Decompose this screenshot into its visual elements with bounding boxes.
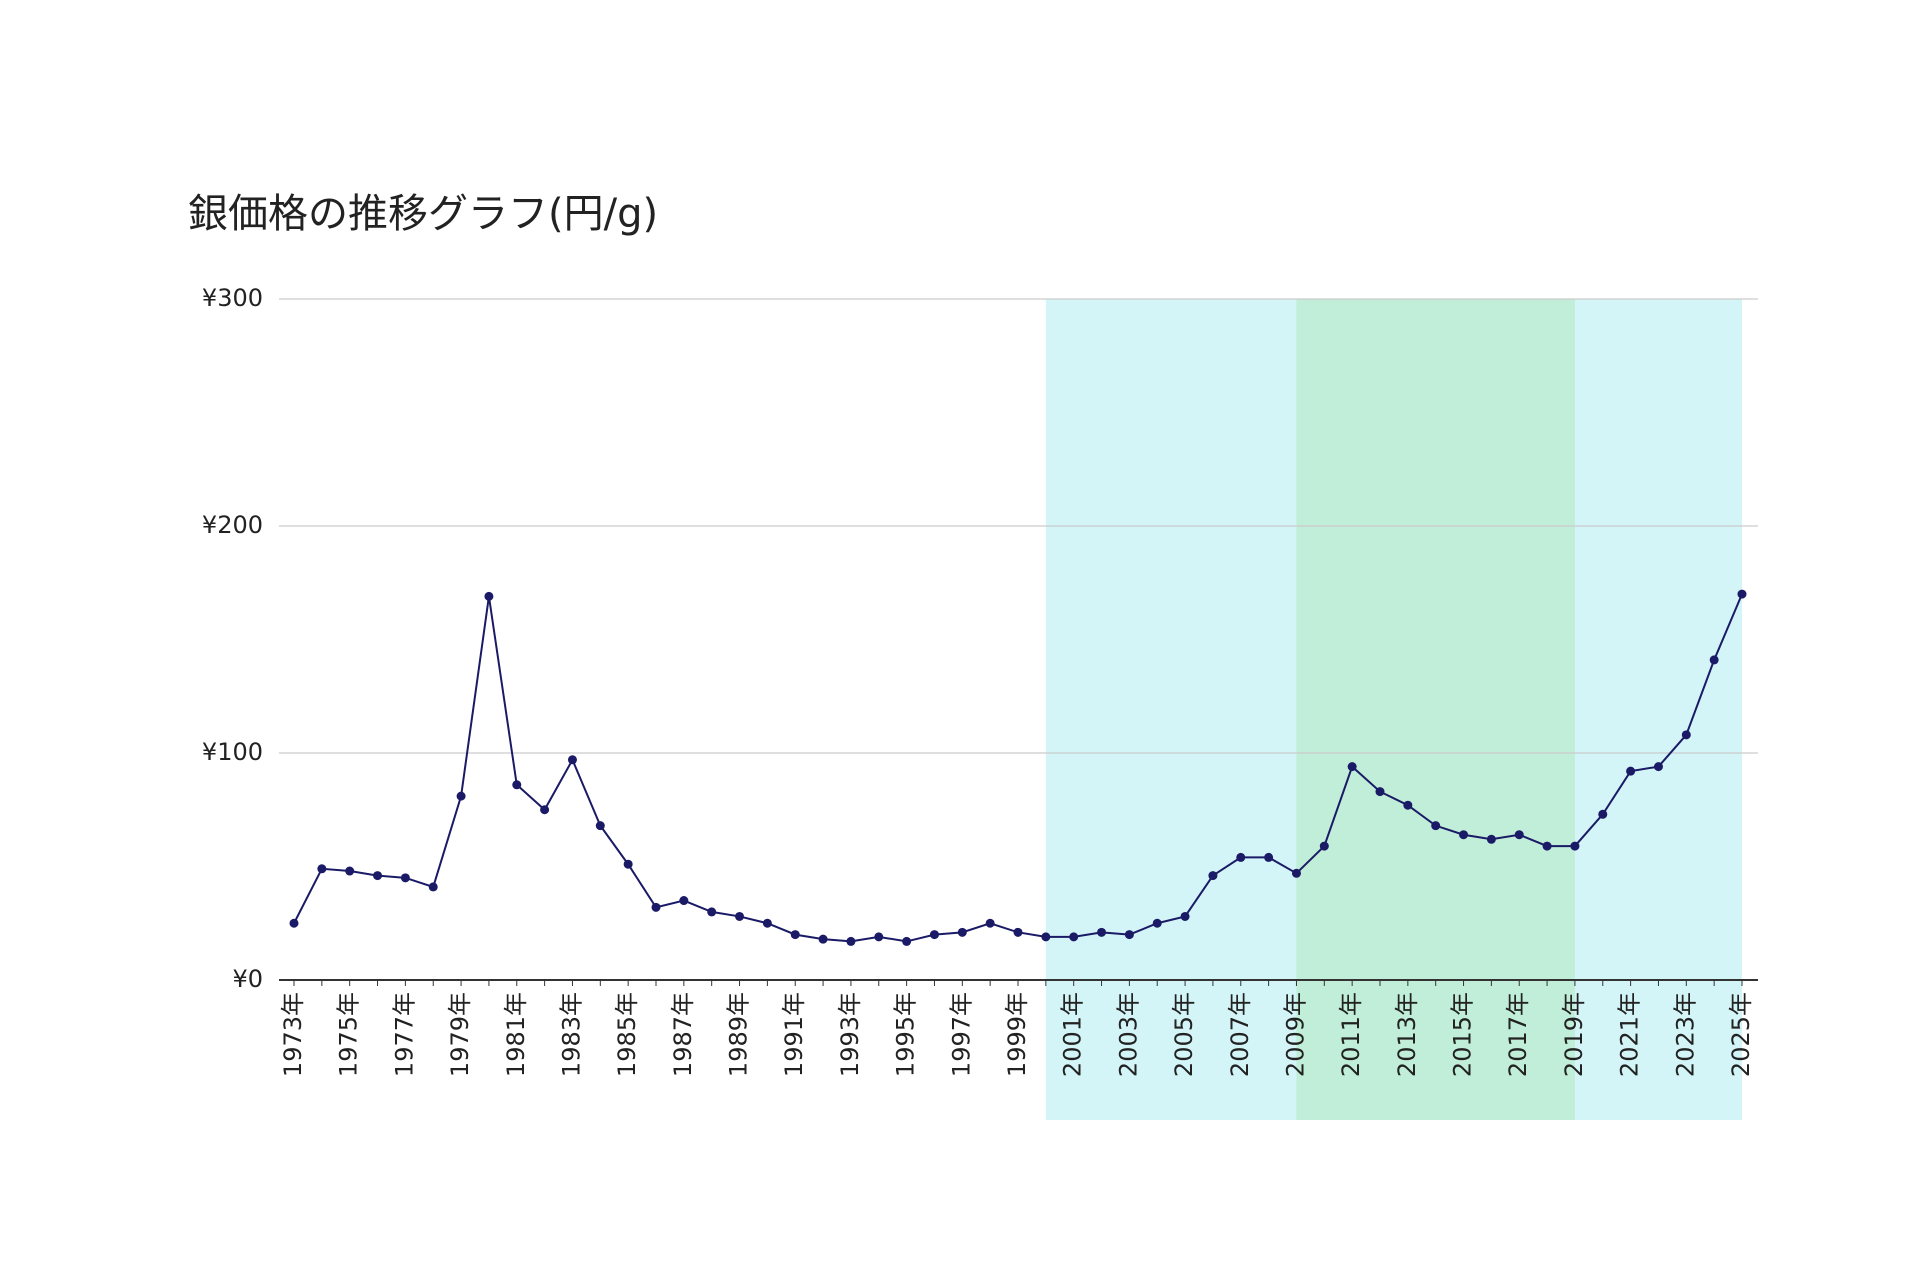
x-tick-label: 1991年 [780, 992, 808, 1077]
data-point [1709, 655, 1719, 665]
y-tick-label: ¥300 [202, 284, 263, 312]
data-point [428, 882, 438, 892]
y-tick-label: ¥0 [232, 965, 263, 993]
y-tick-label: ¥200 [202, 511, 263, 539]
x-tick-label: 2019年 [1560, 992, 1588, 1077]
x-tick-label: 2023年 [1671, 992, 1699, 1077]
data-point [1097, 927, 1107, 937]
data-point [679, 896, 689, 906]
data-point [735, 911, 745, 921]
data-point [707, 907, 717, 917]
data-point [400, 873, 410, 883]
data-point [651, 902, 661, 912]
data-point [1375, 787, 1385, 797]
x-tick-label: 2003年 [1114, 992, 1142, 1077]
data-point [1041, 932, 1051, 942]
y-tick-label: ¥100 [202, 738, 263, 766]
data-point [317, 864, 327, 874]
x-tick-label: 2007年 [1226, 992, 1254, 1077]
data-point [902, 936, 912, 946]
data-point [1152, 918, 1162, 928]
x-tick-label: 1977年 [390, 992, 418, 1077]
data-point [1653, 762, 1663, 772]
x-tick-label: 1989年 [725, 992, 753, 1077]
data-point [818, 934, 828, 944]
data-point [373, 871, 383, 881]
x-tick-label: 2025年 [1727, 992, 1755, 1077]
data-point [846, 936, 856, 946]
x-tick-label: 1975年 [335, 992, 363, 1077]
data-point [929, 930, 939, 940]
data-point [1570, 841, 1580, 851]
x-tick-label: 2005年 [1170, 992, 1198, 1077]
data-point [1431, 821, 1441, 831]
x-tick-label: 2011年 [1337, 992, 1365, 1077]
x-tick-label: 1979年 [446, 992, 474, 1077]
x-tick-label: 2021年 [1616, 992, 1644, 1077]
x-tick-label: 1973年 [279, 992, 307, 1077]
data-point [1403, 800, 1413, 810]
data-point [512, 780, 522, 790]
data-point [567, 755, 577, 765]
data-point [1737, 589, 1747, 599]
x-tick-label: 2017年 [1504, 992, 1532, 1077]
data-point [1459, 830, 1469, 840]
x-tick-label: 2009年 [1281, 992, 1309, 1077]
data-point [1626, 766, 1636, 776]
data-point [1069, 932, 1079, 942]
data-point [1180, 911, 1190, 921]
x-tick-label: 1985年 [613, 992, 641, 1077]
data-point [1124, 930, 1134, 940]
x-tick-label: 1995年 [892, 992, 920, 1077]
x-tick-label: 1987年 [669, 992, 697, 1077]
x-tick-label: 2013年 [1393, 992, 1421, 1077]
data-point [957, 927, 967, 937]
x-tick-label: 1981年 [502, 992, 530, 1077]
data-point [762, 918, 772, 928]
data-point [456, 791, 466, 801]
data-point [1514, 830, 1524, 840]
chart-title: 銀価格の推移グラフ(円/g) [188, 191, 658, 237]
data-point [790, 930, 800, 940]
x-tick-label: 1997年 [947, 992, 975, 1077]
x-tick-label: 1983年 [557, 992, 585, 1077]
data-point [484, 591, 494, 601]
data-point [1236, 852, 1246, 862]
data-point [623, 859, 633, 869]
data-point [1598, 809, 1608, 819]
data-point [1264, 852, 1274, 862]
data-point [1319, 841, 1329, 851]
x-tick-label: 1993年 [836, 992, 864, 1077]
data-point [289, 918, 299, 928]
data-point [1208, 871, 1218, 881]
data-point [1542, 841, 1552, 851]
data-point [345, 866, 355, 876]
data-point [1013, 927, 1023, 937]
data-point [1347, 762, 1357, 772]
data-point [540, 805, 550, 815]
data-point [985, 918, 995, 928]
data-point [1486, 834, 1496, 844]
x-tick-label: 2001年 [1059, 992, 1087, 1077]
data-point [1681, 730, 1691, 740]
data-point [595, 821, 605, 831]
x-tick-label: 2015年 [1449, 992, 1477, 1077]
data-point [1291, 868, 1301, 878]
x-tick-label: 1999年 [1003, 992, 1031, 1077]
data-point [874, 932, 884, 942]
